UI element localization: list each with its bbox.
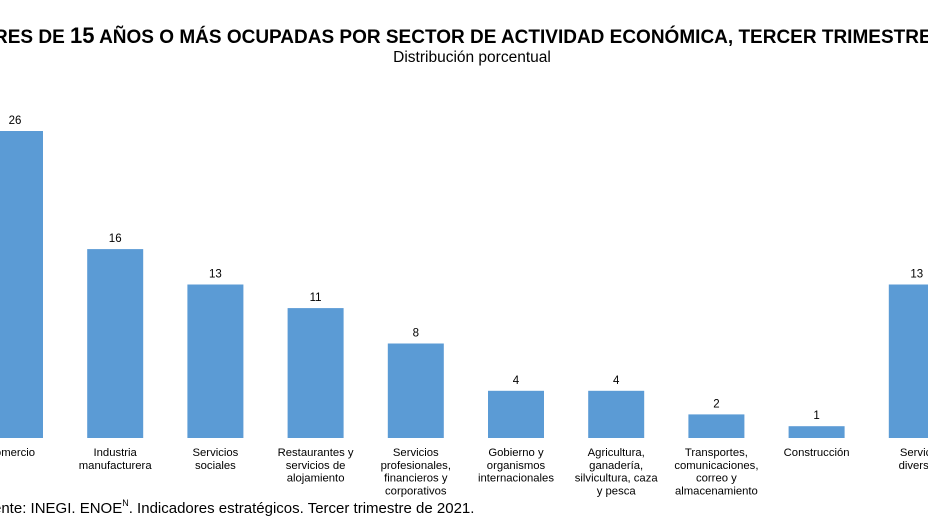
bar-9 (888, 284, 928, 438)
chart-title-part-2: AÑOS O MÁS OCUPADAS POR SECTOR DE ACTIVI… (94, 27, 928, 48)
category-label-line: y pesca (597, 485, 637, 497)
data-label-1: 16 (109, 233, 122, 245)
chart-subtitle: Distribución porcentual (393, 49, 551, 66)
category-label-line: alojamiento (287, 473, 345, 485)
data-label-6: 4 (613, 375, 620, 387)
category-label-line: Restaurantes y (278, 447, 354, 459)
source-note: ente: INEGI. ENOEN. Indicadores estratég… (0, 498, 475, 517)
chart-title: RES DE 15 AÑOS O MÁS OCUPADAS POR SECTOR… (0, 23, 928, 49)
data-label-4: 8 (413, 328, 419, 340)
category-label-9: Servicidiverso (899, 447, 928, 472)
category-label-line: ganadería, (589, 460, 643, 472)
bar-6 (588, 390, 645, 438)
category-label-line: servicios de (286, 460, 346, 472)
category-label-line: correo y (696, 473, 737, 485)
bar-0 (0, 131, 43, 438)
category-label-6: Agricultura, ganadería, silvicultura, caza… (575, 447, 659, 497)
chart-title-part-1: RES DE (0, 27, 71, 48)
bar-7 (688, 414, 745, 438)
category-label-7: Transportes, comunicaciones, correo y almac… (674, 447, 758, 497)
category-label-line: Servicios (192, 447, 238, 459)
category-label-line: Industria (94, 447, 138, 459)
category-label-line: silvicultura, caza (575, 473, 659, 485)
source-text-start: ente: INEGI. ENOE (0, 500, 123, 517)
bar-3 (287, 308, 344, 438)
data-label-8: 1 (813, 410, 819, 422)
data-label-9: 13 (910, 269, 923, 281)
category-label-8: Construcción (784, 447, 850, 459)
category-label-3: Restaurantes y servicios de alojamiento (278, 447, 354, 485)
category-label-0: omercio (0, 447, 35, 459)
category-label-line: Transportes, (685, 447, 748, 459)
chart-title-text: RES DE 15 AÑOS O MÁS OCUPADAS POR SECTOR… (0, 23, 928, 49)
category-label-line: Gobierno y (488, 447, 544, 459)
category-label-line: Agricultura, (588, 447, 645, 459)
category-label-line: corporativos (385, 485, 447, 497)
category-label-1: Industria manufacturera (79, 447, 153, 472)
category-label-line: financieros y (384, 473, 448, 485)
bar-8 (788, 426, 845, 438)
category-label-line: organismos (487, 460, 546, 472)
category-label-line: almacenamiento (675, 485, 758, 497)
category-label-4: Servicios profesionales, financieros y corp… (381, 447, 451, 497)
bar-2 (187, 284, 244, 438)
source-text-end: . Indicadores estratégicos. Tercer trime… (128, 500, 475, 517)
chart-title-number: 15 (70, 23, 95, 48)
category-label-line: sociales (195, 460, 236, 472)
data-label-2: 13 (209, 269, 222, 281)
category-label-line: manufacturera (79, 460, 153, 472)
category-label-line: Construcción (784, 447, 850, 459)
data-label-5: 4 (513, 375, 520, 387)
category-label-line: internacionales (478, 473, 554, 485)
category-label-line: Servici (900, 447, 928, 459)
data-label-0: 26 (9, 115, 22, 127)
category-label-2: Servicios sociales (192, 447, 238, 472)
bar-1 (87, 249, 144, 438)
data-label-3: 11 (310, 292, 322, 304)
bar-5 (488, 390, 544, 438)
category-label-line: Servicios (393, 447, 439, 459)
category-label-5: Gobierno y organismos internacionales (478, 447, 554, 485)
data-label-7: 2 (713, 398, 719, 410)
bar-4 (387, 343, 444, 438)
category-label-line: comunicaciones, (674, 460, 758, 472)
category-label-line: omercio (0, 447, 35, 459)
category-label-line: diverso (899, 460, 928, 472)
category-label-line: profesionales, (381, 460, 451, 472)
source-superscript: N (122, 498, 129, 508)
